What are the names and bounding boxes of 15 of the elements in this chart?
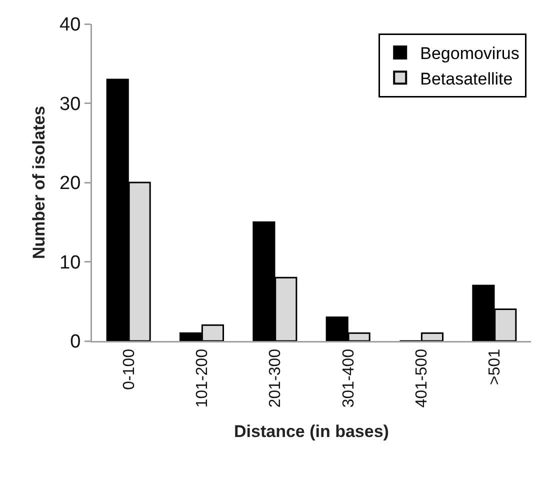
y-tick-label: 10 [60,252,81,274]
y-tick-label: 20 [60,173,81,194]
x-tick-label: 0-100 [120,348,138,390]
x-tick-label: 201-300 [267,348,284,408]
legend-label: Betasatellite [420,69,513,88]
y-axis-title: Number of isolates [29,106,48,260]
x-tick-label: 101-200 [194,348,211,408]
x-tick-label: 301-400 [340,348,358,408]
x-axis-title: Distance (in bases) [234,422,389,441]
legend-label: Begomovirus [420,44,520,64]
x-tick-label: >501 [486,348,504,385]
y-tick-label: 30 [60,94,81,115]
y-tick-label: 40 [60,14,81,36]
y-tick-label: 0 [70,332,81,353]
x-tick-label: 401-500 [413,348,430,408]
